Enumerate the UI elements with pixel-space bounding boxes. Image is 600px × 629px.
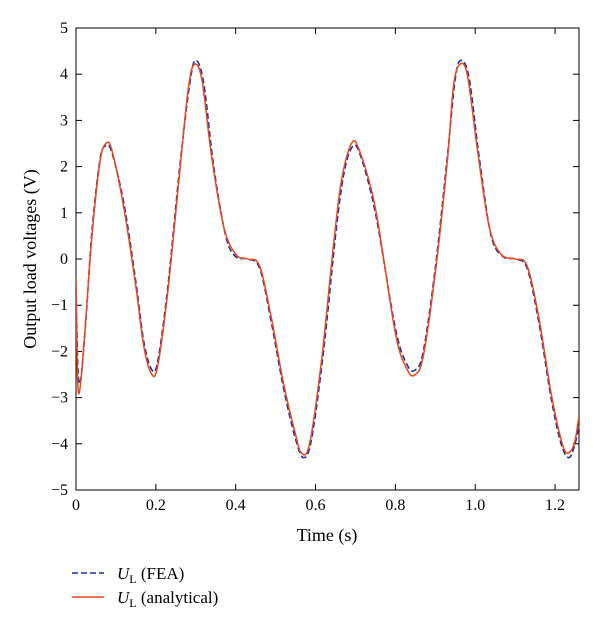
series-line-1 <box>76 62 579 456</box>
y-axis-title: Output load voltages (V) <box>20 169 41 348</box>
x-tick-label: 0 <box>72 497 80 514</box>
y-tick-label: −4 <box>51 436 68 453</box>
y-tick-label: 3 <box>60 112 68 129</box>
y-tick-label: 5 <box>60 20 68 37</box>
x-tick-label: 0.8 <box>385 497 405 514</box>
x-axis-title: Time (s) <box>297 525 358 546</box>
tick-labels: 0 0.2 0.4 0.6 0.8 1.0 1.2 −5 −4 −3 −2 −1 0 1 2 3 4 5 <box>51 20 565 514</box>
x-tick-label: 1.0 <box>465 497 485 514</box>
legend-symbol: U <box>117 564 131 583</box>
y-tick-label: −2 <box>51 343 68 360</box>
axis-ticks <box>75 27 579 491</box>
legend-subscript: L <box>129 596 136 610</box>
legend-label-0: UL (FEA) <box>117 564 184 586</box>
legend-symbol: U <box>117 588 131 607</box>
y-tick-label: −1 <box>51 297 68 314</box>
plot-frame <box>75 27 580 491</box>
legend-suffix: (FEA) <box>137 564 185 583</box>
legend-suffix: (analytical) <box>137 588 219 607</box>
y-tick-label: −3 <box>51 390 68 407</box>
x-tick-label: 1.2 <box>545 497 565 514</box>
legend-label-1: UL (analytical) <box>117 588 218 610</box>
y-tick-label: 0 <box>60 251 68 268</box>
series-line-0 <box>76 59 579 459</box>
x-tick-label: 0.4 <box>226 497 246 514</box>
y-tick-label: 1 <box>60 205 68 222</box>
legend-subscript: L <box>129 572 136 586</box>
x-tick-label: 0.2 <box>146 497 166 514</box>
x-tick-label: 0.6 <box>306 497 326 514</box>
y-tick-label: 2 <box>60 159 68 176</box>
series-layer <box>76 59 579 459</box>
y-tick-label: −5 <box>51 482 68 499</box>
y-tick-label: 4 <box>60 66 68 83</box>
legend: UL (FEA)UL (analytical) <box>72 564 218 610</box>
